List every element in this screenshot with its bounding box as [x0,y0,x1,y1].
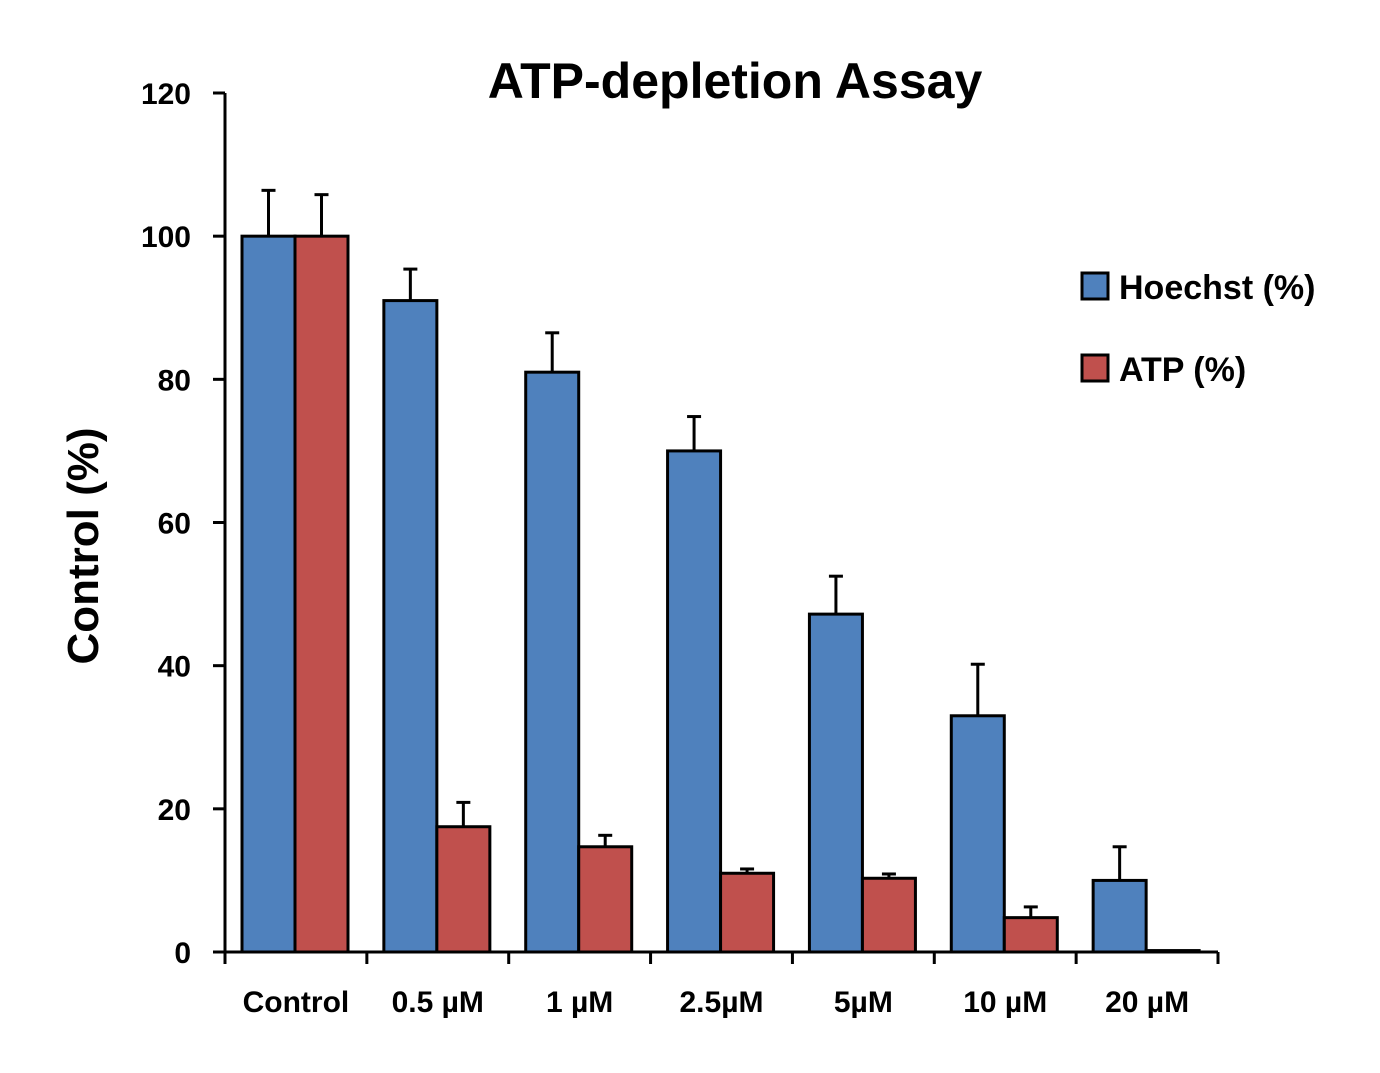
legend: Hoechst (%) ATP (%) [1080,269,1315,389]
x-tick-label: Control [243,986,350,1019]
error-bar-hoechst [261,188,276,237]
error-bar-hoechst [970,662,985,716]
x-tick-label: 0.5 µM [392,986,484,1019]
y-tick-label: 20 [158,794,191,827]
bar-atp [719,871,776,954]
y-tick-label: 0 [174,937,191,970]
error-bar-hoechst [687,415,702,451]
bar-hoechst [666,449,723,954]
error-bar-atp [314,193,329,237]
error-bar-atp [1023,905,1038,918]
x-tick-label: 5µM [834,986,893,1019]
y-tick-label: 60 [158,508,191,541]
bar-hoechst [807,612,864,954]
bar-atp [293,234,350,954]
bar-atp [577,845,634,954]
error-bar-atp [456,800,471,827]
x-tick-label: 1 µM [546,986,613,1019]
y-tick-label: 100 [141,221,191,254]
legend-swatch-atp [1080,353,1110,383]
error-bars-layer [261,188,1127,918]
y-axis-label: Control (%) [59,427,108,664]
bar-hoechst [240,234,297,954]
y-ticks-layer: 0 20 40 60 80 100 120 [141,78,225,970]
legend-label-atp: ATP (%) [1119,351,1246,389]
x-tick-label: 20 µM [1105,986,1189,1019]
bar-hoechst [949,714,1006,954]
x-ticks-layer: Control 0.5 µM 1 µM 2.5µM 5µM 10 µM 20 µM [223,952,1220,1019]
y-tick-label: 120 [141,78,191,111]
error-bar-atp [740,867,755,874]
y-tick-label: 40 [158,651,191,684]
error-bar-atp [881,872,896,879]
x-tick-label: 10 µM [963,986,1047,1019]
bars-layer [240,234,1201,954]
error-bar-hoechst [1112,845,1127,881]
legend-swatch-hoechst [1080,271,1110,301]
chart-title: ATP-depletion Assay [488,53,983,109]
error-bar-hoechst [828,574,843,615]
y-tick-label: 80 [158,364,191,397]
bar-atp [435,825,492,954]
error-bar-hoechst [403,267,418,301]
bar-atp [1002,916,1059,954]
bar-hoechst [382,299,439,954]
x-tick-label: 2.5µM [680,986,764,1019]
error-bar-hoechst [545,331,560,373]
bar-hoechst [1091,878,1148,954]
error-bar-atp [598,833,613,847]
bar-atp [860,876,917,954]
legend-label-hoechst: Hoechst (%) [1119,269,1315,307]
bar-hoechst [524,370,581,954]
